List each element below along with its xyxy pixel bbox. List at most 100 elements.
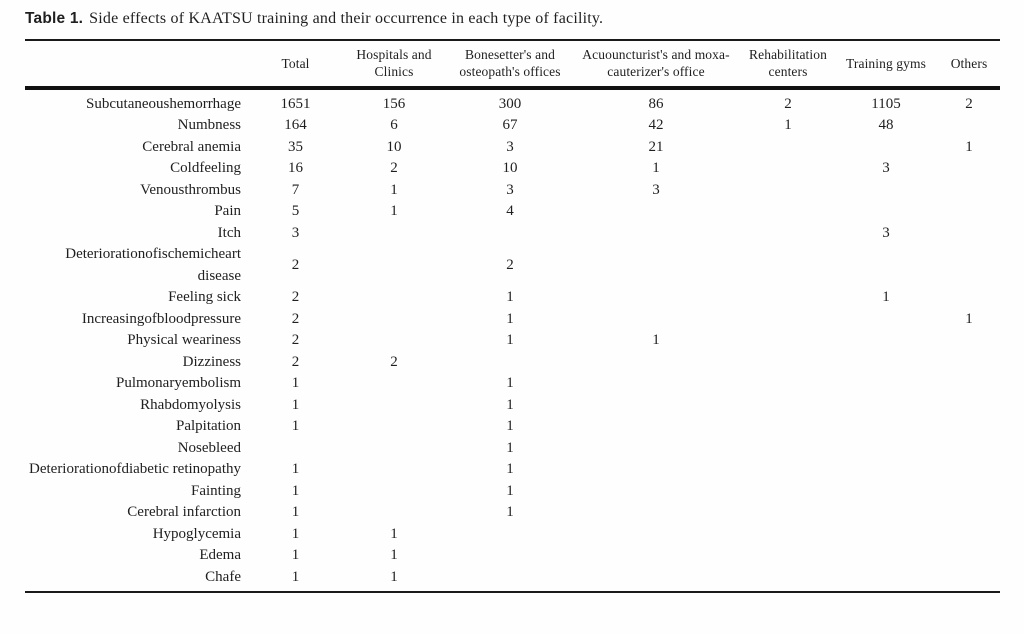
cell-value [338, 223, 450, 245]
cell-value: 2 [291, 310, 300, 327]
cell-value [742, 373, 834, 395]
cell-value: 1 [291, 375, 300, 392]
cell-value [742, 244, 834, 287]
column-header: Others [950, 55, 988, 71]
cell-value [570, 244, 742, 287]
cell-value [570, 481, 742, 503]
cell-value: 7 [291, 181, 300, 198]
cell-value: 1 [506, 396, 514, 413]
cell-value [570, 502, 742, 524]
row-label: Dizziness [182, 353, 241, 370]
cell-value [938, 158, 1000, 180]
row-label: Physical weariness [127, 332, 241, 349]
cell-value: 1 [390, 203, 398, 220]
cell-value [338, 330, 450, 352]
cell-value: 2 [390, 160, 398, 177]
row-label: Chafe [205, 568, 241, 585]
cell-value [742, 158, 834, 180]
cell-value: 10 [502, 160, 518, 177]
cell-value: 1 [506, 289, 514, 306]
cell-value [742, 502, 834, 524]
cell-value: 3 [882, 224, 890, 241]
table-caption-label: Table 1. [25, 10, 84, 27]
table-row: Cerebral anemia 35 10 3 21 1 [25, 137, 1000, 159]
cell-value [570, 459, 742, 481]
cell-value [834, 416, 938, 438]
cell-value: 1 [390, 568, 398, 585]
table-row: Rhabdomyolysis 1 1 [25, 395, 1000, 417]
cell-value: 2 [784, 95, 792, 112]
cell-value: 2 [291, 256, 300, 273]
cell-value [570, 287, 742, 309]
cell-value: 2 [291, 353, 300, 370]
cell-value [742, 481, 834, 503]
cell-value [938, 223, 1000, 245]
row-label: Deteriorationofdiabetic retinopathy [29, 461, 241, 478]
cell-value [742, 137, 834, 159]
cell-value [938, 524, 1000, 546]
cell-value [938, 180, 1000, 202]
cell-value [742, 524, 834, 546]
cell-value: 1 [506, 504, 514, 521]
cell-value [338, 502, 450, 524]
column-header-empty [25, 40, 253, 88]
cell-value [570, 395, 742, 417]
cell-value [834, 330, 938, 352]
cell-value [742, 395, 834, 417]
cell-value [450, 524, 570, 546]
row-label: Fainting [190, 482, 241, 499]
cell-value: 21 [648, 138, 664, 155]
cell-value: 1 [965, 138, 973, 155]
row-label: Cerebral anemia [142, 138, 241, 155]
cell-value: 1 [291, 396, 300, 413]
cell-value [834, 459, 938, 481]
table-row: Itch 3 3 [25, 223, 1000, 245]
header-row: Total Hospitals and Clinics Bonesetter's a… [25, 40, 1000, 88]
row-label: Subcutaneoushemorrhage [86, 95, 241, 112]
column-header: Total [281, 55, 310, 71]
cell-value: 1105 [871, 95, 901, 112]
table-row: Palpitation 1 1 [25, 416, 1000, 438]
cell-value: 16 [288, 160, 303, 177]
cell-value: 1 [882, 289, 890, 306]
cell-value: 4 [506, 203, 514, 220]
cell-value [834, 545, 938, 567]
cell-value [938, 502, 1000, 524]
cell-value: 1 [652, 332, 660, 349]
row-label: Cerebral infarction [127, 504, 241, 521]
cell-value: 10 [386, 138, 402, 155]
column-header: Bonesetter's and osteopath's offices [459, 47, 561, 80]
cell-value: 1 [291, 547, 300, 564]
cell-value: 3 [882, 160, 890, 177]
cell-value [742, 287, 834, 309]
cell-value [570, 545, 742, 567]
table-row: Nosebleed 1 [25, 438, 1000, 460]
row-label: Itch [217, 224, 241, 241]
cell-value: 1 [506, 482, 514, 499]
cell-value: 164 [284, 117, 307, 134]
cell-value [834, 502, 938, 524]
cell-value [338, 459, 450, 481]
table-caption-text: Side effects of KAATSU training and thei… [89, 10, 604, 27]
cell-value: 1 [291, 568, 300, 585]
cell-value: 1 [291, 461, 300, 478]
table-body: Subcutaneoushemorrhage 1651 156 300 86 2 1105 2… [25, 88, 1000, 593]
row-label: Coldfeeling [170, 160, 241, 177]
cell-value [834, 201, 938, 223]
table-row: Hypoglycemia 1 1 [25, 524, 1000, 546]
cell-value [938, 438, 1000, 460]
cell-value [938, 459, 1000, 481]
table-row: Numbness 164 6 67 42 1 48 [25, 115, 1000, 137]
row-label: Palpitation [176, 418, 241, 435]
cell-value: 1 [291, 504, 300, 521]
row-label: Deteriorationofischemicheart disease [65, 246, 241, 284]
cell-value [742, 459, 834, 481]
table-row: Deteriorationofischemicheart disease 2 2 [25, 244, 1000, 287]
table-row: Deteriorationofdiabetic retinopathy 1 1 [25, 459, 1000, 481]
cell-value [742, 180, 834, 202]
row-label: Nosebleed [177, 439, 241, 456]
cell-value: 1 [506, 439, 514, 456]
cell-value [938, 201, 1000, 223]
cell-value [834, 438, 938, 460]
